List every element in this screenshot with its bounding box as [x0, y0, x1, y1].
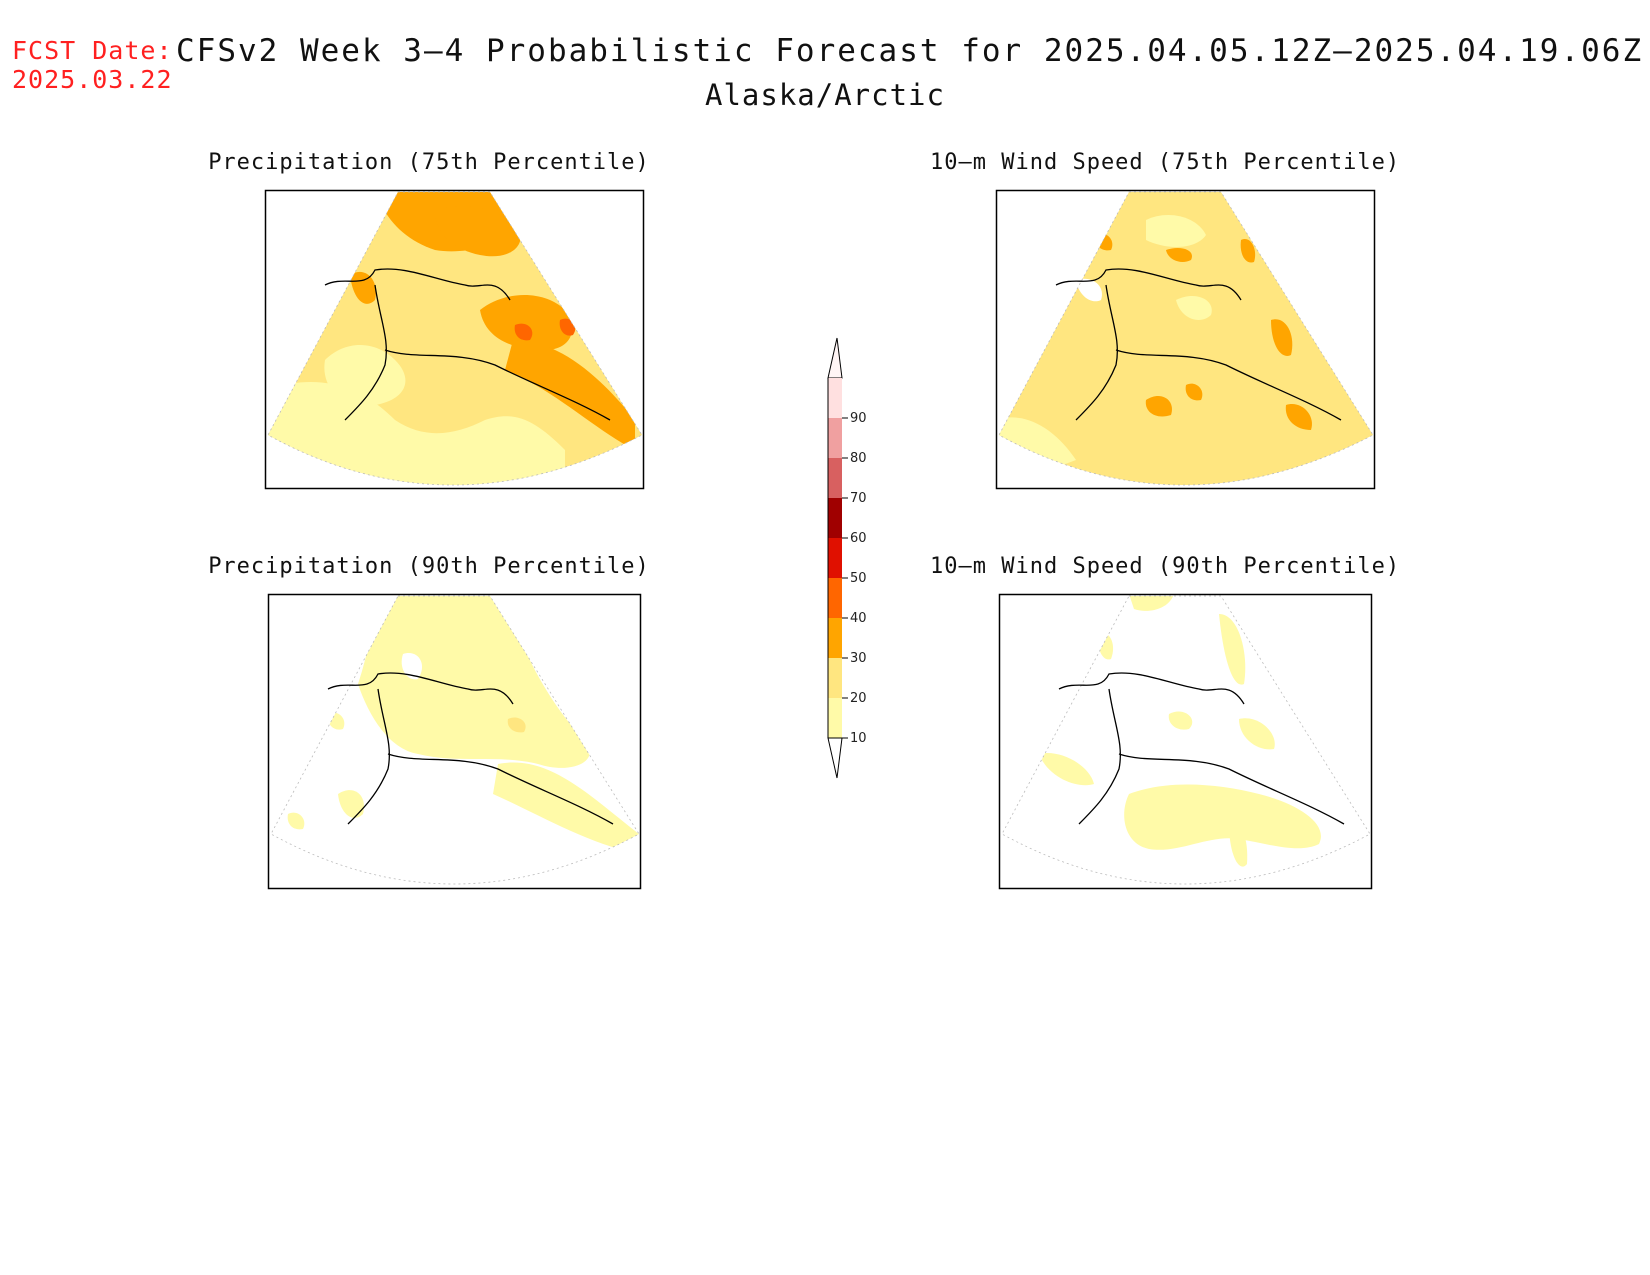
forecast-date-value: 2025.03.22	[12, 65, 173, 94]
page-title: CFSv2 Week 3–4 Probabilistic Forecast fo…	[176, 33, 1644, 69]
colorbar-bin-80-90	[828, 418, 842, 458]
probability-colorbar: 90 80 70 60 50 40 30 20 10	[827, 337, 867, 779]
colorbar-bin-50-60	[828, 538, 842, 578]
map-wind-90	[998, 593, 1373, 890]
colorbar-label-30: 30	[850, 651, 867, 666]
panel-title-precip-75: Precipitation (75th Percentile)	[208, 150, 650, 175]
forecast-date-label: FCST Date:	[12, 36, 173, 65]
panel-title-wind-75: 10–m Wind Speed (75th Percentile)	[930, 150, 1401, 175]
colorbar-bin-60-70	[828, 498, 842, 538]
colorbar-label-80: 80	[850, 451, 867, 466]
map-wind-75	[995, 189, 1376, 490]
colorbar-bin-10-20	[828, 698, 842, 738]
colorbar-bin-90-100	[828, 378, 842, 418]
colorbar-label-40: 40	[850, 611, 867, 626]
panel-title-precip-90: Precipitation (90th Percentile)	[208, 554, 650, 579]
colorbar-bin-30-40	[828, 618, 842, 658]
map-precip-90	[267, 593, 642, 890]
colorbar-top-arrow	[827, 337, 843, 379]
map-precip-75	[264, 189, 645, 490]
colorbar-label-60: 60	[850, 531, 867, 546]
colorbar-label-90: 90	[850, 411, 867, 426]
forecast-date-block: FCST Date: 2025.03.22	[12, 36, 173, 94]
colorbar-label-50: 50	[850, 571, 867, 586]
colorbar-label-20: 20	[850, 691, 867, 706]
colorbar-bin-70-80	[828, 458, 842, 498]
colorbar-bin-40-50	[828, 578, 842, 618]
colorbar-label-70: 70	[850, 491, 867, 506]
colorbar-bottom-arrow	[827, 737, 843, 779]
colorbar-bin-20-30	[828, 658, 842, 698]
region-title: Alaska/Arctic	[705, 78, 945, 112]
panel-title-wind-90: 10–m Wind Speed (90th Percentile)	[930, 554, 1401, 579]
colorbar-label-10: 10	[850, 731, 867, 746]
